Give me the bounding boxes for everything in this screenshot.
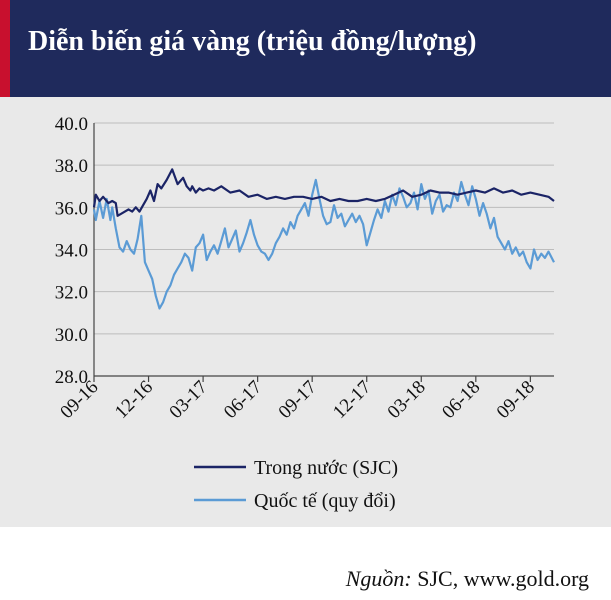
- y-tick-label: 32.0: [55, 283, 88, 304]
- source-label: Nguồn:: [345, 566, 412, 591]
- y-tick-label: 30.0: [55, 325, 88, 346]
- legend-label-1: Quốc tế (quy đổi): [254, 490, 396, 512]
- source-note: Nguồn: SJC, www.gold.org: [346, 566, 589, 592]
- x-tick-label: 09-18: [493, 377, 539, 423]
- y-tick-label: 38.0: [55, 156, 88, 177]
- chart-title: Diễn biến giá vàng (triệu đồng/lượng): [28, 26, 477, 57]
- line-chart: 28.0 30.0 32.0 34.0 36.0 38.0 40.0 09-16 12-16 0…: [55, 114, 555, 512]
- x-tick-label: 03-17: [165, 377, 211, 423]
- y-tick-label: 28.0: [55, 367, 88, 388]
- legend-label-0: Trong nước (SJC): [254, 457, 398, 479]
- chart-panel: 28.0 30.0 32.0 34.0 36.0 38.0 40.0 09-16 12-16 0…: [0, 97, 611, 527]
- x-tick-labels: 09-16 12-16 03-17 06-17 09-17 12-17 03-18 06-18…: [56, 377, 539, 423]
- y-tick-labels: 28.0 30.0 32.0 34.0 36.0 38.0 40.0: [55, 114, 88, 388]
- series-line-1: [92, 178, 555, 310]
- y-tick-label: 36.0: [55, 198, 88, 219]
- x-tick-label: 06-17: [220, 377, 266, 423]
- x-tick-label: 06-18: [438, 377, 484, 423]
- x-tick-label: 09-17: [275, 377, 321, 423]
- x-tick-label: 12-16: [111, 377, 157, 423]
- x-tick-label: 12-17: [329, 377, 375, 423]
- series-line-0: [92, 168, 555, 217]
- y-tick-label: 34.0: [55, 241, 88, 262]
- axes: [93, 123, 554, 382]
- gridlines: [94, 122, 554, 335]
- x-tick-label: 03-18: [384, 377, 430, 423]
- legend: Trong nước (SJC) Quốc tế (quy đổi): [194, 457, 398, 512]
- title-banner: Diễn biến giá vàng (triệu đồng/lượng): [0, 0, 611, 97]
- accent-bar: [0, 0, 10, 97]
- y-tick-label: 40.0: [55, 114, 88, 135]
- series-lines: [92, 168, 555, 310]
- source-text: SJC, www.gold.org: [411, 566, 589, 591]
